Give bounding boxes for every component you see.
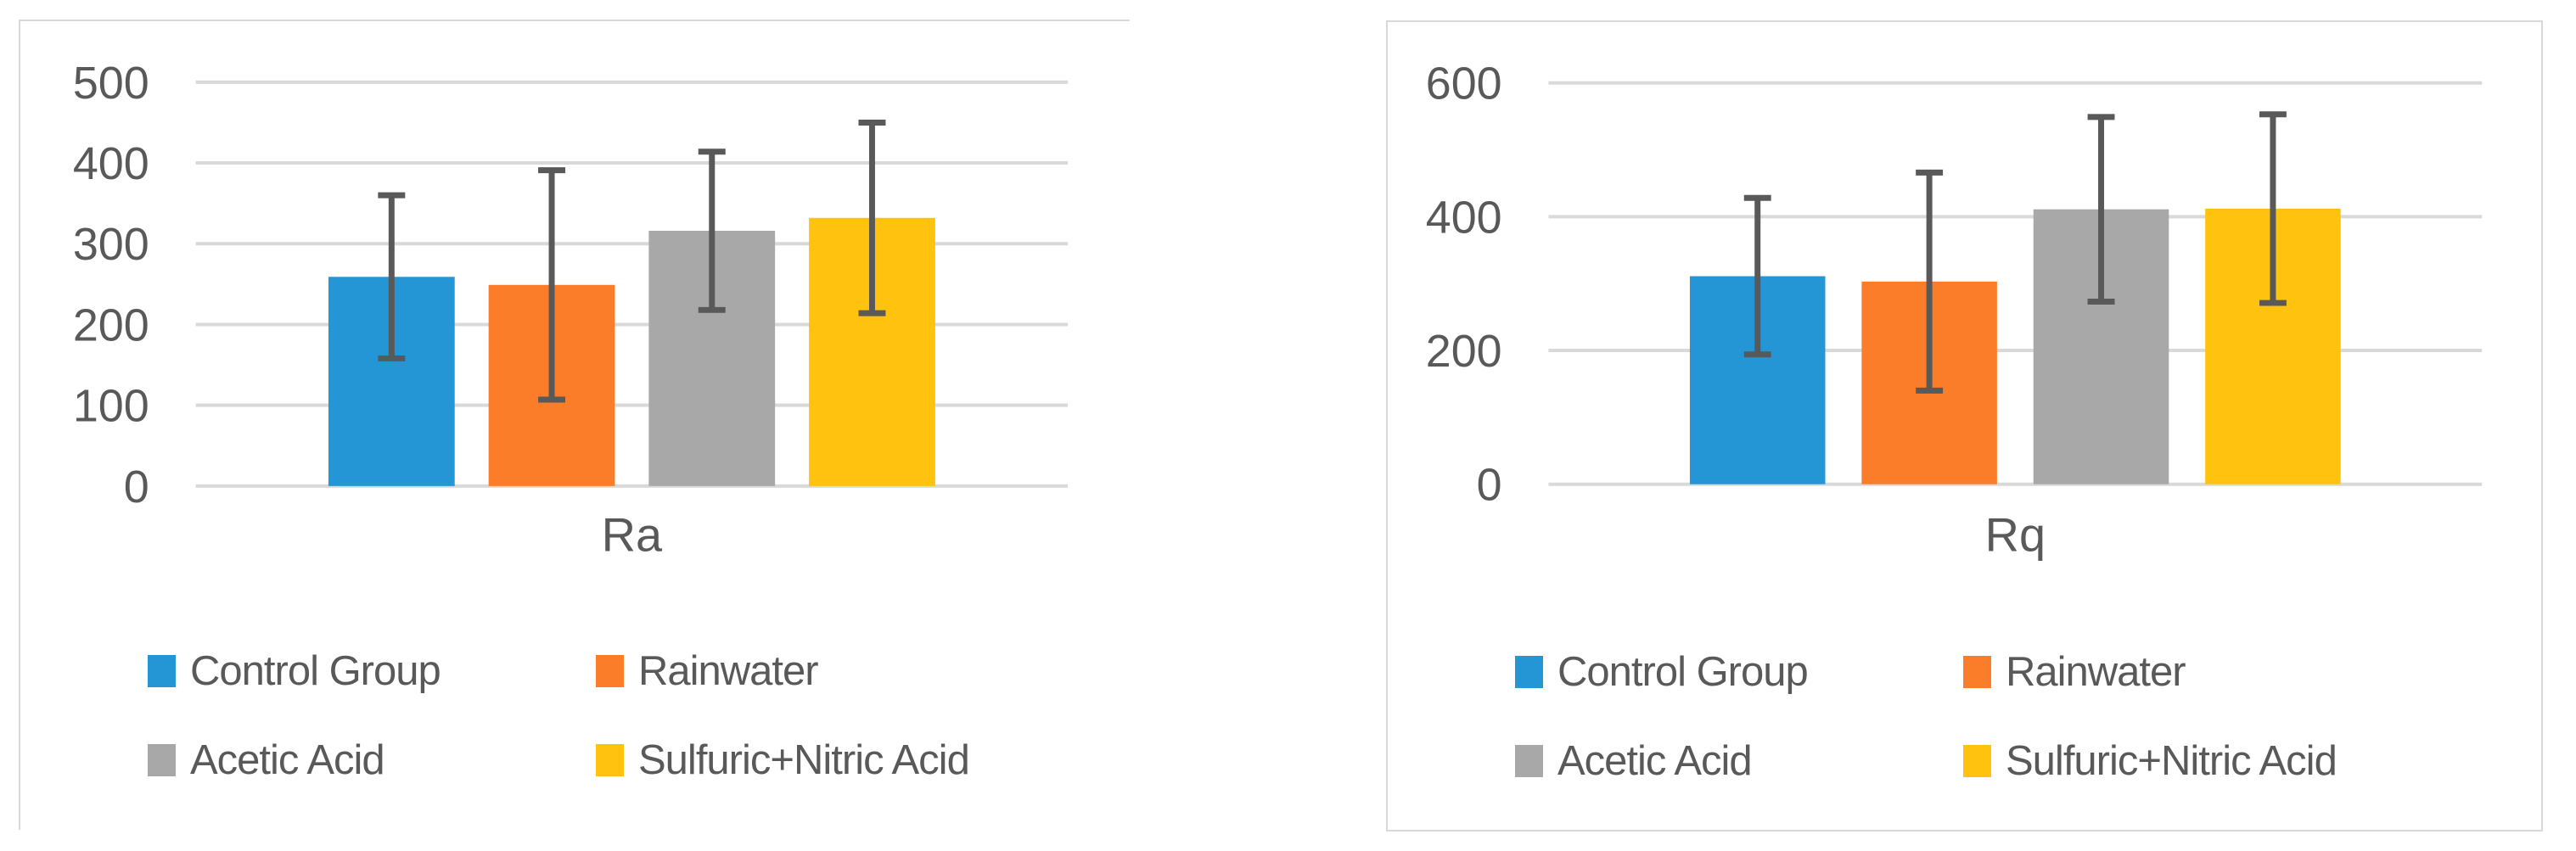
svg-text:500: 500 [73,58,149,109]
svg-text:0: 0 [1477,460,1502,511]
legend-item-control-group: Control Group [1515,648,1809,696]
legend-item-sulfuric-nitric-acid: Sulfuric+Nitric Acid [1963,737,2337,785]
legend-swatch-acetic-acid [148,744,176,776]
svg-text:Rq: Rq [1985,507,2046,561]
svg-text:0: 0 [124,462,149,512]
ra-bar-chart: 0 100 200 300 400 500 Ra [73,58,1069,562]
svg-text:200: 200 [73,300,149,350]
legend-swatch-acetic-acid [1515,745,1543,777]
rq-bar-chart: 0 200 400 600 Rq [1426,59,2483,561]
legend-swatch-control-group [1515,656,1543,688]
legend-item-acetic-acid: Acetic Acid [148,736,385,784]
legend-swatch-rainwater [1963,656,1991,688]
legend-label-acetic-acid: Acetic Acid [190,737,385,783]
svg-text:Ra: Ra [602,508,663,562]
legend-item-rainwater: Rainwater [596,647,819,695]
legend-label-sulfuric-nitric-acid: Sulfuric+Nitric Acid [638,737,970,783]
chart-panel-rq: 0 200 400 600 Rq Control Group Rainwater Ace… [1386,20,2543,831]
legend-label-control-group: Control Group [1557,649,1809,695]
legend-label-sulfuric-nitric-acid: Sulfuric+Nitric Acid [2006,738,2337,784]
legend-item-sulfuric-nitric-acid: Sulfuric+Nitric Acid [596,736,970,784]
legend-label-control-group: Control Group [190,648,441,694]
legend-item-control-group: Control Group [148,647,441,695]
svg-text:300: 300 [73,219,149,270]
legend-swatch-control-group [148,655,176,687]
svg-text:200: 200 [1426,326,1502,377]
svg-text:400: 400 [1426,192,1502,243]
chart-panel-ra: 0 100 200 300 400 500 Ra Control Group Rainwat… [19,20,1130,830]
svg-text:400: 400 [73,138,149,189]
svg-text:600: 600 [1426,59,1502,109]
legend-label-acetic-acid: Acetic Acid [1557,738,1753,784]
legend-item-rainwater: Rainwater [1963,648,2186,696]
legend-swatch-rainwater [596,655,624,687]
legend-swatch-sulfuric-nitric-acid [1963,745,1991,777]
legend-item-acetic-acid: Acetic Acid [1515,737,1753,785]
legend-label-rainwater: Rainwater [638,648,819,694]
svg-text:100: 100 [73,381,149,432]
legend-label-rainwater: Rainwater [2006,649,2186,695]
legend-swatch-sulfuric-nitric-acid [596,744,624,776]
